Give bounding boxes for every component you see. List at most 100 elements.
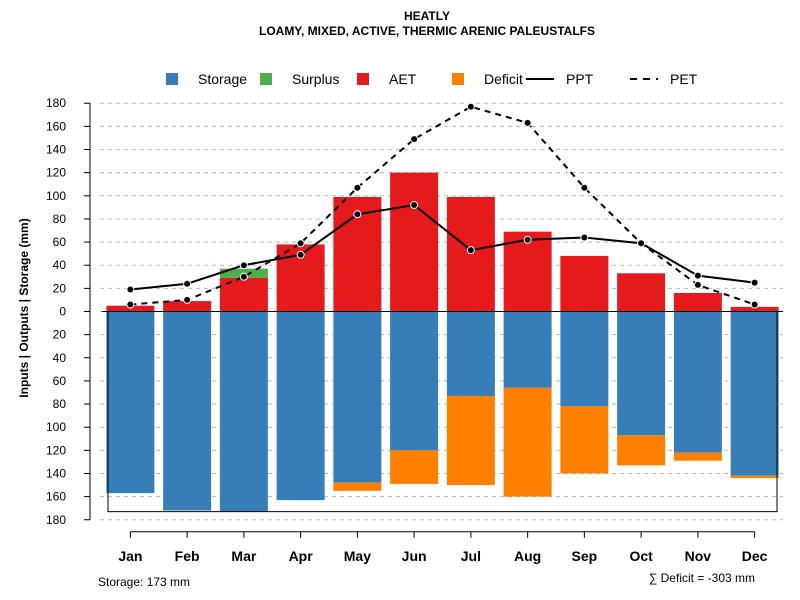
y-tick-label: 140 xyxy=(46,466,66,480)
legend-label-ppt: PPT xyxy=(566,71,594,87)
chart-subtitle: LOAMY, MIXED, ACTIVE, THERMIC ARENIC PAL… xyxy=(259,24,595,38)
ppt-point-feb xyxy=(183,279,192,288)
x-tick-label-nov: Nov xyxy=(685,548,712,564)
y-tick-label: 180 xyxy=(46,96,66,110)
x-tick-label-jun: Jun xyxy=(402,548,427,564)
y-tick-label: 120 xyxy=(46,166,66,180)
storage-bar-mar xyxy=(219,311,268,512)
chart-axes: 180 160 140 120 100 80 60 40 20 0 20 40 60 80 100 120 14… xyxy=(46,96,783,564)
ppt-point-may xyxy=(353,210,362,219)
storage-bar-dec xyxy=(730,311,779,476)
y-tick-label: 160 xyxy=(46,119,66,133)
aet-bar-jul xyxy=(446,196,495,312)
y-tick-label: 0 xyxy=(59,305,66,319)
deficit-bar-nov xyxy=(673,452,722,461)
y-tick-label: 20 xyxy=(53,328,67,342)
ppt-point-apr xyxy=(296,250,305,259)
pet-point-mar xyxy=(239,272,248,281)
deficit-bar-aug xyxy=(503,387,552,497)
aet-bar-nov xyxy=(673,292,722,312)
deficit-bar-jul xyxy=(446,395,495,486)
y-tick-label: 100 xyxy=(46,189,66,203)
pet-line xyxy=(130,105,755,306)
x-tick-label-aug: Aug xyxy=(514,548,541,564)
aet-bar-jun xyxy=(390,172,439,312)
y-tick-label: 80 xyxy=(53,397,67,411)
x-tick-label-oct: Oct xyxy=(629,548,653,564)
x-tick-label-dec: Dec xyxy=(742,548,768,564)
storage-bar-sep xyxy=(560,311,609,407)
aet-bar-aug xyxy=(503,231,552,312)
pet-point-nov xyxy=(693,280,702,289)
storage-note: Storage: 173 mm xyxy=(98,575,190,589)
deficit-bar-jun xyxy=(390,450,439,484)
ppt-point-nov xyxy=(693,271,702,280)
y-tick-label: 20 xyxy=(53,281,67,295)
pet-point-feb xyxy=(183,295,192,304)
storage-bar-may xyxy=(333,311,382,483)
storage-bar-apr xyxy=(276,311,325,501)
storage-bar-nov xyxy=(673,311,722,453)
deficit-bar-oct xyxy=(617,435,666,466)
aet-bar-sep xyxy=(560,255,609,312)
ppt-point-jul xyxy=(466,246,475,255)
ppt-point-jan xyxy=(126,285,135,294)
pet-point-jul xyxy=(466,102,475,111)
deficit-bar-may xyxy=(333,482,382,491)
y-tick-label: 40 xyxy=(53,351,67,365)
x-tick-label-apr: Apr xyxy=(289,548,314,564)
ppt-line xyxy=(130,203,755,291)
pet-point-jun xyxy=(410,135,419,144)
legend-swatch-deficit xyxy=(452,73,464,85)
y-tick-label: 60 xyxy=(53,235,67,249)
storage-bar-jan xyxy=(106,311,155,494)
pet-point-dec xyxy=(750,300,759,309)
aet-bar-dec xyxy=(730,306,779,312)
y-tick-label: 80 xyxy=(53,212,67,226)
legend-label-aet: AET xyxy=(389,71,417,87)
chart-bars xyxy=(106,172,779,513)
y-tick-label: 160 xyxy=(46,490,66,504)
ppt-point-jun xyxy=(410,201,419,210)
y-tick-label: 140 xyxy=(46,143,66,157)
ppt-point-aug xyxy=(523,235,532,244)
y-tick-label: 100 xyxy=(46,420,66,434)
pet-point-may xyxy=(353,183,362,192)
y-axis-label: Inputs | Outputs | Storage (mm) xyxy=(17,218,31,397)
storage-bar-jul xyxy=(446,311,495,396)
legend-label-storage: Storage xyxy=(198,71,247,87)
deficit-note: ∑ Deficit = -303 mm xyxy=(649,571,755,585)
chart-gridlines xyxy=(100,102,783,521)
x-tick-label-may: May xyxy=(344,548,371,564)
y-tick-label: 180 xyxy=(46,513,66,527)
legend-swatch-storage xyxy=(166,73,178,85)
legend-label-deficit: Deficit xyxy=(484,71,523,87)
x-tick-label-jan: Jan xyxy=(118,548,142,564)
pet-point-sep xyxy=(580,183,589,192)
pet-point-apr xyxy=(296,239,305,248)
ppt-point-mar xyxy=(239,261,248,270)
storage-bar-oct xyxy=(617,311,666,436)
y-tick-label: 60 xyxy=(53,374,67,388)
chart-legend: Storage Surplus AET Deficit PPT PET xyxy=(166,71,698,87)
deficit-bar-dec xyxy=(730,475,779,479)
legend-swatch-surplus xyxy=(260,73,272,85)
aet-bar-oct xyxy=(617,273,666,312)
storage-bar-feb xyxy=(163,311,212,511)
legend-label-pet: PET xyxy=(670,71,698,87)
ppt-point-dec xyxy=(750,278,759,287)
storage-bar-aug xyxy=(503,311,552,388)
deficit-bar-sep xyxy=(560,406,609,474)
chart-lines xyxy=(126,102,759,309)
legend-swatch-aet xyxy=(357,73,369,85)
x-tick-label-sep: Sep xyxy=(572,548,598,564)
y-tick-label: 120 xyxy=(46,443,66,457)
y-tick-label: 40 xyxy=(53,258,67,272)
ppt-point-sep xyxy=(580,233,589,242)
x-tick-label-mar: Mar xyxy=(231,548,256,564)
pet-point-oct xyxy=(637,239,646,248)
pet-point-aug xyxy=(523,118,532,127)
aet-bar-jan xyxy=(106,305,155,312)
x-tick-label-jul: Jul xyxy=(461,548,481,564)
